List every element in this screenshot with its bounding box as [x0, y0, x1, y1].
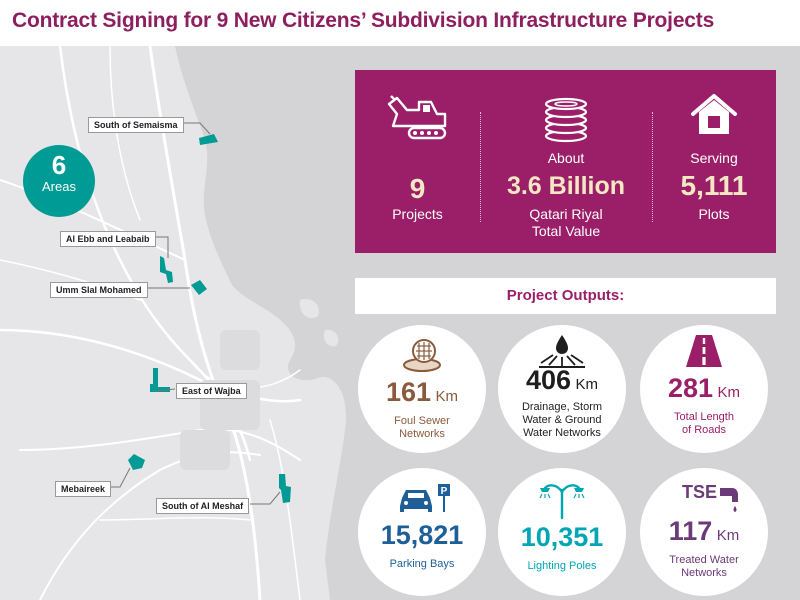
output-roads: 281 Km Total Length of Roads	[640, 325, 768, 453]
plots-prefix: Serving	[690, 150, 738, 166]
tse-unit: Km	[716, 527, 740, 544]
value-currency: Qatari Riyal	[529, 206, 603, 222]
sewer-value: 161	[385, 377, 432, 407]
output-parking: P 15,821 Parking Bays	[358, 468, 486, 596]
location-label-south-of-al-meshaf: South of Al Meshaf	[156, 498, 250, 514]
drainage-value: 406	[525, 365, 572, 395]
street-light-icon	[539, 484, 585, 520]
total-value: 3.6 Billion	[506, 172, 626, 200]
projects-label: Projects	[392, 206, 443, 222]
svg-text:P: P	[441, 486, 448, 497]
drainage-desc-line2: Water & Ground	[522, 414, 602, 426]
areas-label: Areas	[42, 179, 76, 194]
coins-icon	[544, 97, 588, 143]
parking-desc: Parking Bays	[389, 558, 455, 570]
water-drop-icon	[539, 335, 585, 368]
lighting-value: 10,351	[520, 522, 604, 552]
drainage-desc-line1: Drainage, Storm	[521, 401, 603, 413]
header-bar: Contract Signing for 9 New Citizens’ Sub…	[0, 0, 800, 46]
value-label: Total Value	[531, 223, 601, 239]
location-label-east-of-wajba: East of Wajba	[176, 383, 247, 399]
roads-desc-line2: of Roads	[681, 424, 727, 436]
location-label-mebaireek: Mebaireek	[55, 481, 112, 497]
project-area-mebaireek	[128, 454, 145, 470]
roads-desc-line1: Total Length	[674, 411, 734, 423]
sewer-desc-line1: Foul Sewer	[394, 415, 450, 427]
project-area-al-ebb-leabaib	[160, 256, 173, 283]
project-area-umm-slal-mohamed	[191, 280, 207, 295]
summary-divider	[652, 112, 653, 222]
tse-label: TSE	[682, 482, 718, 502]
location-label-umm-slal-mohamed: Umm Slal Mohamed	[50, 282, 148, 298]
project-area-east-of-wajba	[150, 368, 170, 392]
road-icon	[686, 335, 722, 367]
summary-plots: Serving 5,111 Plots	[652, 70, 776, 253]
summary-divider	[480, 112, 481, 222]
project-area-south-of-semaisma	[199, 134, 218, 145]
drainage-unit: Km	[575, 376, 599, 393]
tse-desc-line2: Networks	[681, 567, 727, 579]
summary-projects: 9 Projects	[355, 70, 480, 253]
sewer-desc-line2: Networks	[399, 428, 445, 440]
sewer-pipe-icon	[403, 339, 441, 372]
house-icon	[691, 94, 737, 134]
tse-value: 117	[668, 516, 713, 546]
location-label-south-of-semaisma: South of Semaisma	[88, 117, 184, 133]
output-treated-water: TSE 117 Km Treated Water Networks	[640, 468, 768, 596]
roads-unit: Km	[717, 384, 741, 401]
page-title: Contract Signing for 9 New Citizens’ Sub…	[12, 9, 715, 32]
plots-label: Plots	[698, 206, 730, 222]
output-lighting: 10,351 Lighting Poles	[498, 468, 626, 596]
parking-value: 15,821	[380, 520, 464, 550]
tse-desc-line1: Treated Water	[669, 554, 739, 566]
tse-tap-icon	[720, 488, 738, 512]
excavator-icon	[387, 95, 447, 140]
plots-value: 5,111	[680, 170, 748, 201]
output-drainage: 406 Km Drainage, Storm Water & Ground Wa…	[498, 325, 626, 453]
project-area-south-of-al-meshaf	[279, 474, 291, 503]
roads-value: 281	[667, 373, 714, 403]
summary-panel: 9 Projects About 3.6 Billion Qatari Riya…	[355, 70, 776, 253]
sewer-unit: Km	[435, 388, 459, 405]
value-prefix: About	[547, 150, 585, 166]
drainage-desc-line3: Water Networks	[523, 427, 601, 439]
areas-badge: 6 Areas	[23, 145, 95, 217]
output-foul-sewer: 161 Km Foul Sewer Networks	[358, 325, 486, 453]
areas-count: 6	[51, 150, 67, 180]
summary-total-value: About 3.6 Billion Qatari Riyal Total Val…	[480, 70, 652, 253]
car-parking-icon: P	[400, 484, 450, 512]
location-label-al-ebb-leabaib: Al Ebb and Leabaib	[60, 231, 156, 247]
outputs-title: Project Outputs:	[355, 278, 776, 314]
lighting-desc: Lighting Poles	[527, 560, 597, 572]
projects-value: 9	[409, 173, 426, 204]
